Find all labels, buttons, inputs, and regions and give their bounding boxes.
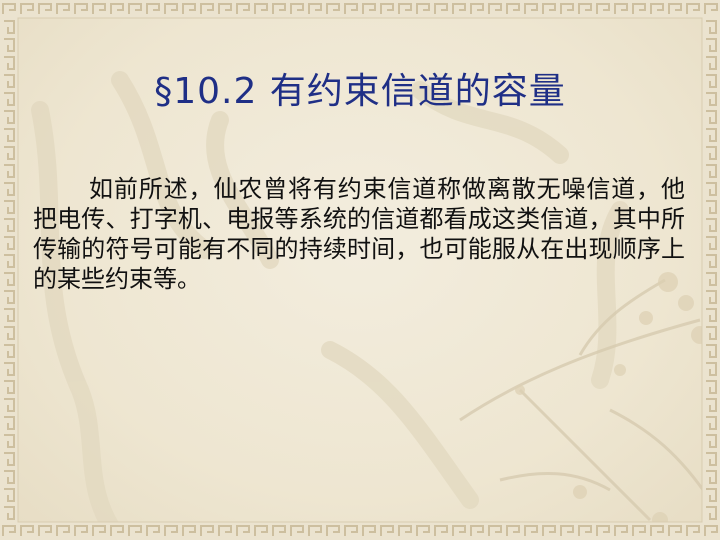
slide-title: §10.2 有约束信道的容量 bbox=[154, 71, 566, 112]
slide-paragraph: 如前所述，仙农曾将有约束信道称做离散无噪信道，他把电传、打字机、电报等系统的信道… bbox=[33, 175, 685, 293]
